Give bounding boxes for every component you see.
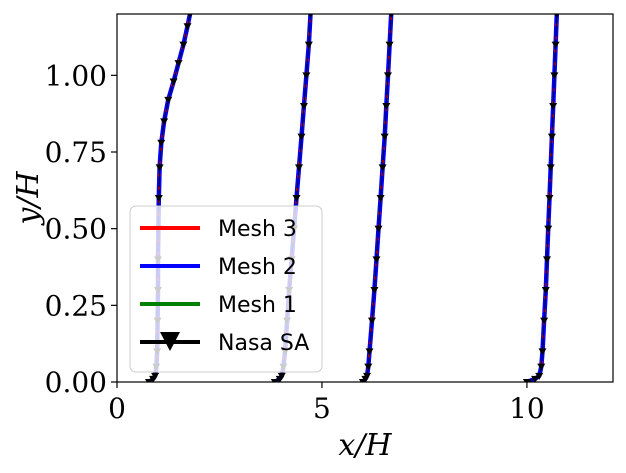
nasa-sa-point-1-15 [174, 60, 183, 68]
legend-frame [129, 205, 323, 373]
nasa-sa-point-3-15 [388, 14, 394, 18]
nasa-sa-point-3-14 [385, 41, 394, 49]
nasa-sa-point-3-6 [370, 287, 379, 294]
nasa-sa-point-1-10 [155, 164, 164, 172]
nasa-sa-point-4-13 [550, 72, 559, 80]
nasa-sa-point-4-12 [549, 103, 558, 110]
nasa-sa-point-2-15 [308, 14, 313, 18]
nasa-sa-point-4-10 [546, 164, 555, 172]
nasa-sa-point-4-7 [543, 256, 552, 264]
plot-frame [116, 13, 614, 383]
nasa-sa-point-3-13 [383, 72, 392, 80]
nasa-sa-point-4-1 [531, 375, 540, 382]
nasa-sa-point-3-12 [382, 103, 391, 110]
nasa-sa-point-3-9 [376, 195, 385, 202]
nasa-sa-point-2-0 [270, 379, 279, 382]
x-tick-label-2: 10 [509, 392, 545, 425]
nasa-sa-point-2-10 [295, 164, 304, 172]
y-axis-label: y/H [11, 171, 46, 227]
nasa-sa-point-3-10 [378, 164, 387, 172]
nasa-sa-point-3-8 [374, 225, 383, 233]
nasa-sa-point-1-13 [164, 96, 173, 104]
legend-label-0: Mesh 3 [218, 217, 297, 242]
nasa-sa-point-4-4 [538, 348, 547, 356]
nasa-sa-point-3-2 [363, 372, 372, 380]
nasa-sa-point-2-12 [299, 103, 308, 110]
legend-label-3: Nasa SA [218, 331, 309, 356]
legend: Mesh 3 Mesh 2 Mesh 1 Nasa SA [129, 205, 323, 373]
y-tick-label-3: 0.75 [45, 136, 107, 169]
x-tick-label-1: 5 [313, 392, 331, 425]
nasa-sa-point-2-9 [292, 195, 301, 202]
nasa-sa-profile-3 [362, 14, 392, 382]
x-tick-label-0: 0 [108, 392, 126, 425]
legend-label-2: Mesh 1 [218, 293, 297, 318]
nasa-sa-point-1-2 [151, 372, 160, 380]
y-tick-label-2: 0.50 [45, 213, 107, 246]
nasa-sa-profile-4 [526, 14, 558, 382]
nasa-sa-point-4-3 [537, 363, 546, 371]
nasa-sa-point-3-11 [380, 133, 389, 141]
mesh2-profile-4 [524, 14, 560, 382]
mesh2-profile-3 [360, 14, 394, 382]
nasa-sa-point-1-17 [183, 23, 192, 31]
nasa-sa-point-2-13 [302, 72, 311, 80]
nasa-sa-point-4-0 [522, 379, 531, 382]
nasa-sa-point-1-16 [179, 41, 188, 49]
nasa-sa-point-1-14 [169, 78, 178, 86]
nasa-sa-point-3-7 [372, 256, 381, 264]
nasa-sa-point-1-12 [160, 118, 169, 126]
nasa-sa-point-2-14 [304, 41, 313, 49]
x-axis-label: x/H [338, 428, 392, 463]
y-tick-label-4: 1.00 [45, 59, 107, 92]
legend-marker-3 [160, 332, 180, 351]
y-tick-label-1: 0.25 [45, 289, 107, 322]
nasa-sa-point-4-9 [545, 195, 554, 202]
nasa-sa-point-1-18 [187, 14, 193, 18]
nasa-sa-point-4-14 [551, 41, 560, 49]
nasa-sa-point-3-5 [367, 317, 376, 325]
nasa-sa-point-1-9 [154, 195, 163, 202]
nasa-sa-point-4-8 [544, 225, 553, 233]
tick-layer: 0 5 10 0.00 0.25 0.50 0.75 1.00 [45, 59, 545, 425]
nasa-sa-point-3-4 [365, 348, 374, 356]
nasa-sa-point-2-2 [277, 372, 286, 380]
nasa-sa-point-4-2 [535, 372, 544, 380]
nasa-sa-point-3-3 [364, 363, 373, 371]
nasa-sa-point-4-11 [547, 133, 556, 141]
nasa-sa-point-4-5 [540, 317, 549, 325]
legend-label-1: Mesh 2 [218, 255, 297, 280]
nasa-sa-point-4-6 [541, 287, 550, 294]
nasa-sa-point-1-11 [157, 139, 166, 147]
nasa-sa-point-4-15 [554, 14, 560, 18]
nasa-sa-point-1-0 [144, 379, 153, 382]
y-tick-label-0: 0.00 [45, 366, 107, 399]
nasa-sa-point-2-11 [297, 133, 306, 141]
